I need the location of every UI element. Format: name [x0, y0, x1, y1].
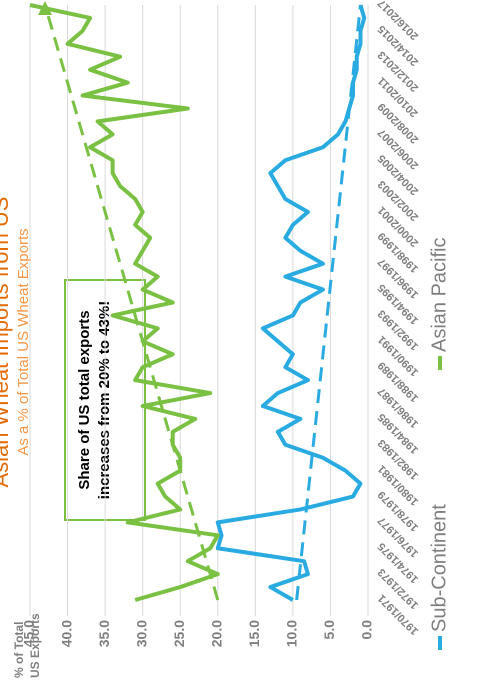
trend-line — [43, 4, 220, 601]
y-tick-label: 5.0 — [321, 620, 337, 640]
annotation-text: Share of US total exports increases from… — [76, 300, 113, 500]
y-tick-label: 0.0 — [359, 620, 375, 640]
chart-title: Asian Wheat Imports from US — [0, 197, 13, 488]
y-tick-label: 10.0 — [284, 620, 300, 647]
y-tick-label: 30.0 — [133, 620, 149, 647]
legend-label: Sub-Continent — [428, 504, 450, 632]
y-axis-label: US Exports — [28, 613, 42, 678]
y-tick-label: 35.0 — [96, 620, 112, 647]
trend-line — [295, 4, 362, 601]
y-tick-label: 15.0 — [246, 620, 262, 647]
chart-frame: Asian Wheat Imports from US As a % of To… — [0, 0, 450, 678]
y-tick-label: 20.0 — [208, 620, 224, 647]
legend-label: Asian Pacific — [428, 238, 450, 353]
data-line — [215, 4, 367, 602]
y-tick-label: 25.0 — [171, 620, 187, 647]
y-tick-label: 40.0 — [58, 620, 74, 647]
y-axis-label: % of Total — [12, 622, 26, 678]
y-tick-label: 45.0 — [21, 620, 37, 647]
chart-subtitle: As a % of Total US Wheat Exports — [15, 228, 32, 455]
trend-arrow — [38, 1, 53, 15]
data-line — [29, 3, 220, 602]
